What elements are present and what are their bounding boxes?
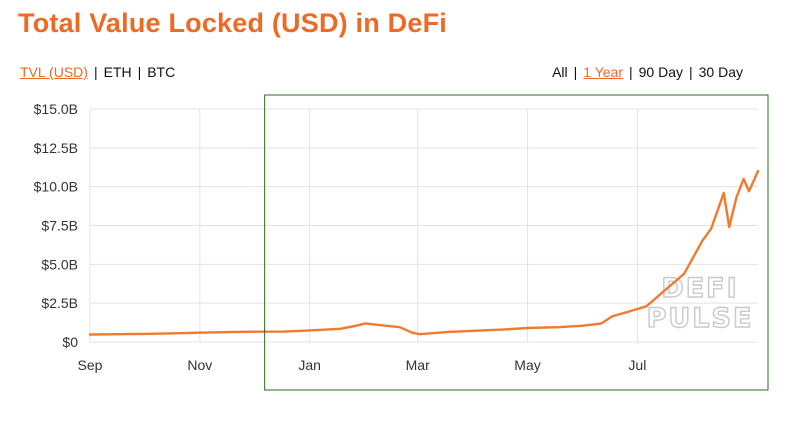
x-tick-label: May: [514, 357, 540, 373]
chart-series: [88, 169, 760, 336]
toggle-separator: |: [629, 64, 633, 80]
watermark-line-2: PULSE: [647, 303, 754, 334]
y-tick-label: $5.0B: [41, 256, 78, 272]
range-selection-box[interactable]: [264, 94, 769, 391]
range-toggle-group: All | 1 Year | 90 Day | 30 Day: [552, 64, 743, 80]
y-tick-label: $12.5B: [34, 140, 78, 156]
toggle-separator: |: [573, 64, 578, 80]
range-toggle-30-day[interactable]: 30 Day: [698, 64, 743, 80]
x-tick-label: Jul: [628, 357, 646, 373]
toggle-separator: |: [689, 64, 693, 80]
watermark-line-1: DEFI: [661, 273, 738, 304]
metric-toggle-tvl-usd[interactable]: TVL (USD): [20, 64, 88, 80]
metric-toggle-eth[interactable]: ETH: [103, 64, 132, 80]
y-tick-label: $2.5B: [41, 295, 78, 311]
metric-toggle-group: TVL (USD) | ETH | BTC: [20, 64, 175, 80]
y-tick-label: $15.0B: [34, 101, 78, 117]
chart-grid: [89, 108, 758, 343]
y-tick-label: $0: [62, 334, 78, 350]
page-title: Total Value Locked (USD) in DeFi: [18, 8, 447, 38]
y-tick-label: $10.0B: [34, 179, 78, 195]
defi-pulse-watermark: DEFI PULSE: [646, 272, 754, 334]
chart-axes: $0 $2.5B $5.0B $7.5B $10.0B $12.5B $15.0B Nov Ja…: [34, 101, 647, 373]
x-tick-label: Mar: [406, 357, 430, 373]
metric-toggle-btc[interactable]: BTC: [147, 64, 176, 80]
toggle-separator: |: [137, 64, 142, 80]
x-tick-label: Jan: [298, 357, 321, 373]
range-toggle-all[interactable]: All: [552, 64, 568, 80]
y-tick-label: $7.5B: [41, 218, 78, 234]
tvl-series-line: [88, 169, 760, 336]
range-toggle-90-day[interactable]: 90 Day: [638, 64, 683, 80]
range-toggle-1-year[interactable]: 1 Year: [583, 64, 623, 80]
toggle-separator: |: [93, 64, 98, 80]
x-tick-label: Sep: [78, 357, 103, 373]
x-tick-label: Nov: [187, 357, 212, 373]
